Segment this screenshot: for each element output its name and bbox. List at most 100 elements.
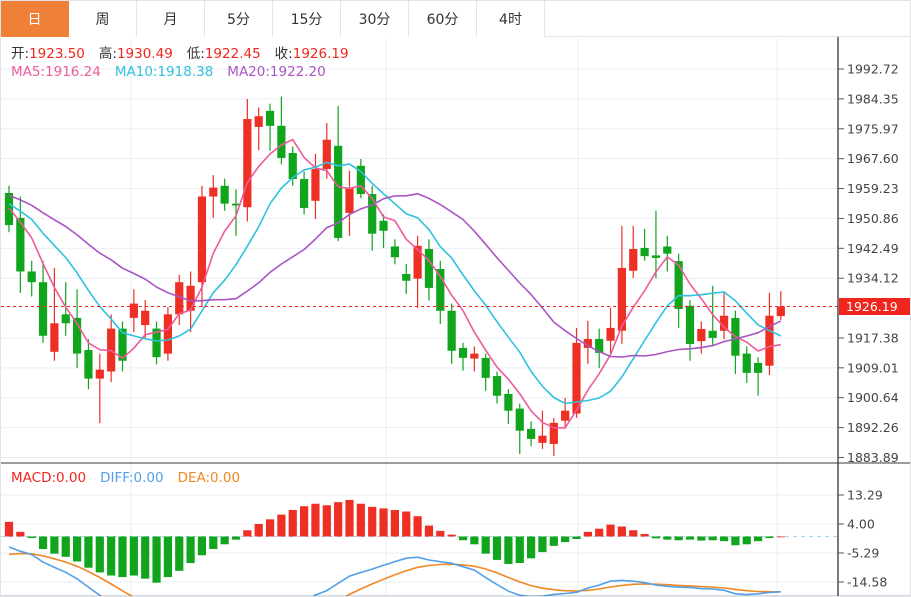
price-chart-svg[interactable]: 1992.72 1984.35 1975.97 1967.60 1959.23 1950.… [1, 37, 911, 597]
macd-bar [549, 536, 558, 546]
last-price-badge [839, 298, 910, 316]
axis-tick-label: 1992.72 [847, 62, 899, 77]
macd-bar [629, 530, 638, 537]
macd-bar [447, 534, 456, 537]
timeframe-tabs: 日周月 5分 15分 30分 60分 4时 [1, 1, 910, 37]
candle-body [629, 248, 638, 271]
macd-bar [197, 536, 207, 556]
candle-body [515, 408, 524, 431]
macd-bar [379, 508, 388, 537]
macd-bar [436, 530, 445, 537]
macd-bar [651, 536, 661, 539]
candle-body [436, 268, 445, 311]
price-axis: 1992.72 1984.35 1975.97 1967.60 1959.23 1950.… [837, 37, 910, 596]
macd-bar [61, 536, 70, 557]
macd-bar [118, 536, 127, 578]
candle-body [265, 110, 275, 126]
macd-bar [356, 503, 365, 537]
macd-bar [311, 503, 320, 537]
candle-body [754, 362, 763, 373]
macd-bar [209, 536, 218, 549]
ma10-line [8, 161, 782, 405]
candle-body [311, 169, 320, 201]
macd-bar [265, 519, 275, 537]
axis-tick-label: 1917.38 [847, 330, 899, 345]
tab-week[interactable]: 周 [69, 1, 137, 37]
macd-bar [481, 536, 490, 554]
macd-bar [674, 536, 683, 541]
macd-bar [470, 536, 479, 545]
candle-body [61, 314, 70, 324]
macd-bar [95, 536, 104, 573]
candle-body [220, 185, 229, 204]
macd-pane[interactable] [1, 463, 838, 597]
legend-item: MA5:1916.24 [11, 64, 101, 80]
candle-body [300, 179, 309, 208]
candle-body [163, 314, 172, 354]
macd-bar [504, 536, 513, 564]
macd-bar [492, 536, 502, 560]
candle-body [697, 328, 706, 342]
candle-body [356, 165, 365, 195]
candle-body [640, 247, 649, 257]
macd-bar [424, 525, 434, 537]
candle-body [492, 376, 502, 396]
candle-body [379, 220, 388, 231]
diff-line [8, 546, 781, 596]
candle-body [243, 119, 252, 208]
tab-30min[interactable]: 30分 [341, 1, 409, 37]
macd-legend: MACD:0.00 DIFF:0.00 DEA:0.00 [11, 470, 254, 486]
axis-tick-label: 1909.01 [847, 360, 899, 375]
axis-tick-label: -5.29 [847, 546, 879, 561]
tab-5min[interactable]: 5分 [205, 1, 273, 37]
candle-body [73, 317, 82, 354]
tab-month[interactable]: 月 [137, 1, 205, 37]
macd-bar [107, 536, 116, 576]
candle-body [402, 273, 411, 281]
candle-body [481, 357, 490, 378]
legend-item: 开:1923.50 [11, 46, 85, 62]
macd-bar [538, 536, 547, 553]
candle-body [390, 246, 399, 258]
candle-body [674, 261, 683, 309]
candle-body [322, 139, 331, 170]
macd-bar [334, 502, 343, 537]
macd-bar [402, 511, 411, 537]
last-price-badge-label: 1926.19 [846, 299, 898, 314]
tab-60min[interactable]: 60分 [409, 1, 477, 37]
macd-bar [129, 536, 138, 576]
legend-item: 高:1930.49 [98, 46, 173, 62]
candle-body [583, 338, 592, 348]
candle-body [561, 410, 570, 421]
candle-body [345, 187, 354, 213]
macd-bar [254, 524, 263, 537]
candle-body [742, 353, 751, 373]
legend-item: 低:1922.45 [186, 46, 261, 62]
tab-day[interactable]: 日 [1, 1, 69, 37]
candle-body [50, 323, 59, 352]
candle-body [413, 245, 422, 279]
macd-bar [16, 531, 25, 537]
tab-15min[interactable]: 15分 [273, 1, 341, 37]
candle-body [288, 152, 297, 180]
axis-tick-label: 1900.64 [847, 390, 899, 405]
ma20-line [8, 193, 782, 358]
candle-body [470, 353, 479, 359]
candle-body [175, 282, 184, 315]
macd-bar [697, 536, 706, 541]
tab-4hour[interactable]: 4时 [477, 1, 545, 37]
axis-tick-label: 1975.97 [847, 121, 899, 136]
candle-body [424, 248, 434, 288]
macd-bar [640, 534, 649, 537]
main-pane[interactable] [1, 39, 838, 463]
macd-bar [515, 536, 524, 564]
candle-body [685, 305, 695, 344]
axis-tick-label: 1892.26 [847, 420, 899, 435]
candle-body [141, 310, 150, 326]
axis-tick-label: 13.29 [847, 488, 883, 503]
candle-body [95, 369, 104, 379]
macd-bar [413, 516, 422, 537]
macd-bar [742, 536, 751, 545]
macd-bar [84, 536, 93, 568]
macd-bar [163, 536, 172, 578]
